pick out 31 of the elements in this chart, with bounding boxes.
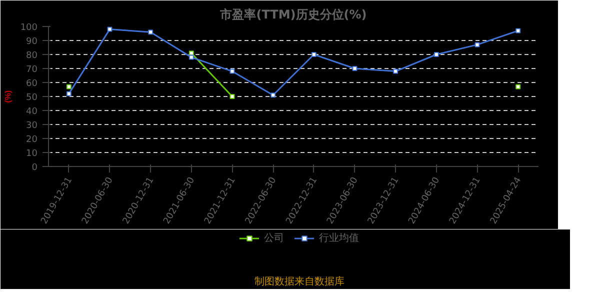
y-tick-label: 40 [26,107,38,117]
y-tick-label: 20 [26,135,38,145]
y-tick-label: 30 [26,121,38,131]
point [188,54,194,60]
point [474,42,480,48]
point [516,84,521,90]
y-tick-label: 100 [20,23,38,33]
y-tick-label: 50 [26,93,38,103]
point [516,28,521,34]
y-tick-label: 60 [26,79,38,89]
legend-label: 行业均值 [319,232,359,245]
y-tick-label: 80 [26,51,38,61]
point [311,52,316,57]
point [434,52,439,57]
point [148,30,154,35]
point [230,94,235,99]
text: 制图数据来自数据库 [254,276,344,288]
point [107,26,112,32]
point [66,84,72,90]
y-tick-label: 90 [26,37,38,47]
y-tick-label: 10 [26,149,38,159]
y-axis-title: (%) [3,90,12,103]
y-tick-label: 70 [26,65,38,75]
point [270,92,276,98]
point [230,68,235,74]
point [66,91,72,96]
y-tick-label: 0 [32,163,38,173]
point [393,68,398,74]
legend-label: 公司 [264,232,284,245]
point [352,66,358,71]
chart-title: 市盈率(TTM)历史分位(%) [219,8,367,22]
